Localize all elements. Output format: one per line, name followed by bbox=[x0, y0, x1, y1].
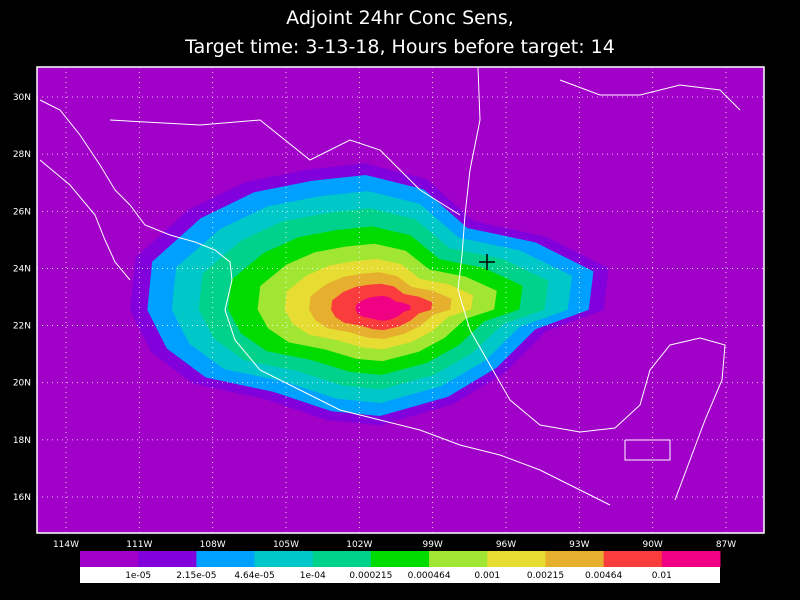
colorbar-box bbox=[312, 551, 372, 567]
title-line: Target time: 3-13-18, Hours before targe… bbox=[184, 36, 615, 58]
lat-label: 16N bbox=[13, 493, 31, 503]
colorbar-label: 0.001 bbox=[474, 571, 500, 581]
colorbar-label: 2.15e-05 bbox=[176, 571, 216, 581]
colorbar-box bbox=[429, 551, 488, 567]
lon-label: 87W bbox=[716, 540, 736, 550]
coastline bbox=[39, 99, 233, 281]
title-line: Adjoint 24hr Conc Sens, bbox=[286, 7, 514, 29]
colorbar-box bbox=[196, 551, 256, 567]
lon-label: 114W bbox=[53, 540, 79, 550]
colorbar-label: 0.00464 bbox=[585, 571, 622, 581]
tick-labels: 30N 28N 26N 24N 22N 20N 18N 16N 114W 111W 108W 105W… bbox=[13, 93, 736, 550]
border bbox=[624, 439, 671, 461]
coastline bbox=[457, 67, 726, 501]
lat-label: 24N bbox=[13, 264, 31, 274]
colorbar-box bbox=[80, 551, 139, 567]
colorbar-box bbox=[254, 551, 314, 567]
colorbar-box bbox=[487, 551, 546, 567]
colorbar-label: 1e-04 bbox=[300, 571, 326, 581]
lat-label: 20N bbox=[13, 379, 31, 389]
lon-label: 99W bbox=[422, 540, 442, 550]
border bbox=[109, 119, 461, 216]
colorbar-label: 1e-05 bbox=[125, 571, 151, 581]
colorbar-label: 4.64e-05 bbox=[234, 571, 274, 581]
coastline bbox=[559, 79, 741, 111]
colorbar-box bbox=[138, 551, 197, 567]
colorbar-label: 0.01 bbox=[652, 571, 672, 581]
colorbar-label: 0.00215 bbox=[527, 571, 564, 581]
lon-label: 111W bbox=[126, 540, 152, 550]
contour-fills bbox=[130, 163, 609, 426]
lon-label: 105W bbox=[273, 540, 299, 550]
lat-label: 30N bbox=[13, 93, 31, 103]
lon-label: 102W bbox=[346, 540, 372, 550]
coastlines bbox=[39, 67, 741, 506]
target-marker bbox=[479, 254, 495, 270]
colorbar-box bbox=[370, 551, 430, 567]
coastline bbox=[39, 159, 131, 281]
lat-label: 26N bbox=[13, 207, 31, 217]
lat-label: 18N bbox=[13, 436, 31, 446]
colorbar-box bbox=[603, 551, 663, 567]
lon-label: 96W bbox=[496, 540, 516, 550]
colorbar-box bbox=[661, 551, 721, 567]
lon-label: 90W bbox=[642, 540, 662, 550]
colorbar-label: 0.000464 bbox=[408, 571, 451, 581]
contour-fill bbox=[355, 295, 411, 321]
lon-label: 108W bbox=[200, 540, 226, 550]
colorbar-label-strip bbox=[80, 567, 720, 583]
colorbar-box bbox=[545, 551, 605, 567]
colorbar-label: 0.000215 bbox=[349, 571, 392, 581]
lat-label: 28N bbox=[13, 150, 31, 160]
colorbar: 1e-05 2.15e-05 4.64e-05 1e-04 0.000215 0.0004… bbox=[80, 551, 721, 583]
coastline bbox=[224, 279, 611, 506]
lon-label: 93W bbox=[569, 540, 589, 550]
lat-label: 22N bbox=[13, 322, 31, 332]
